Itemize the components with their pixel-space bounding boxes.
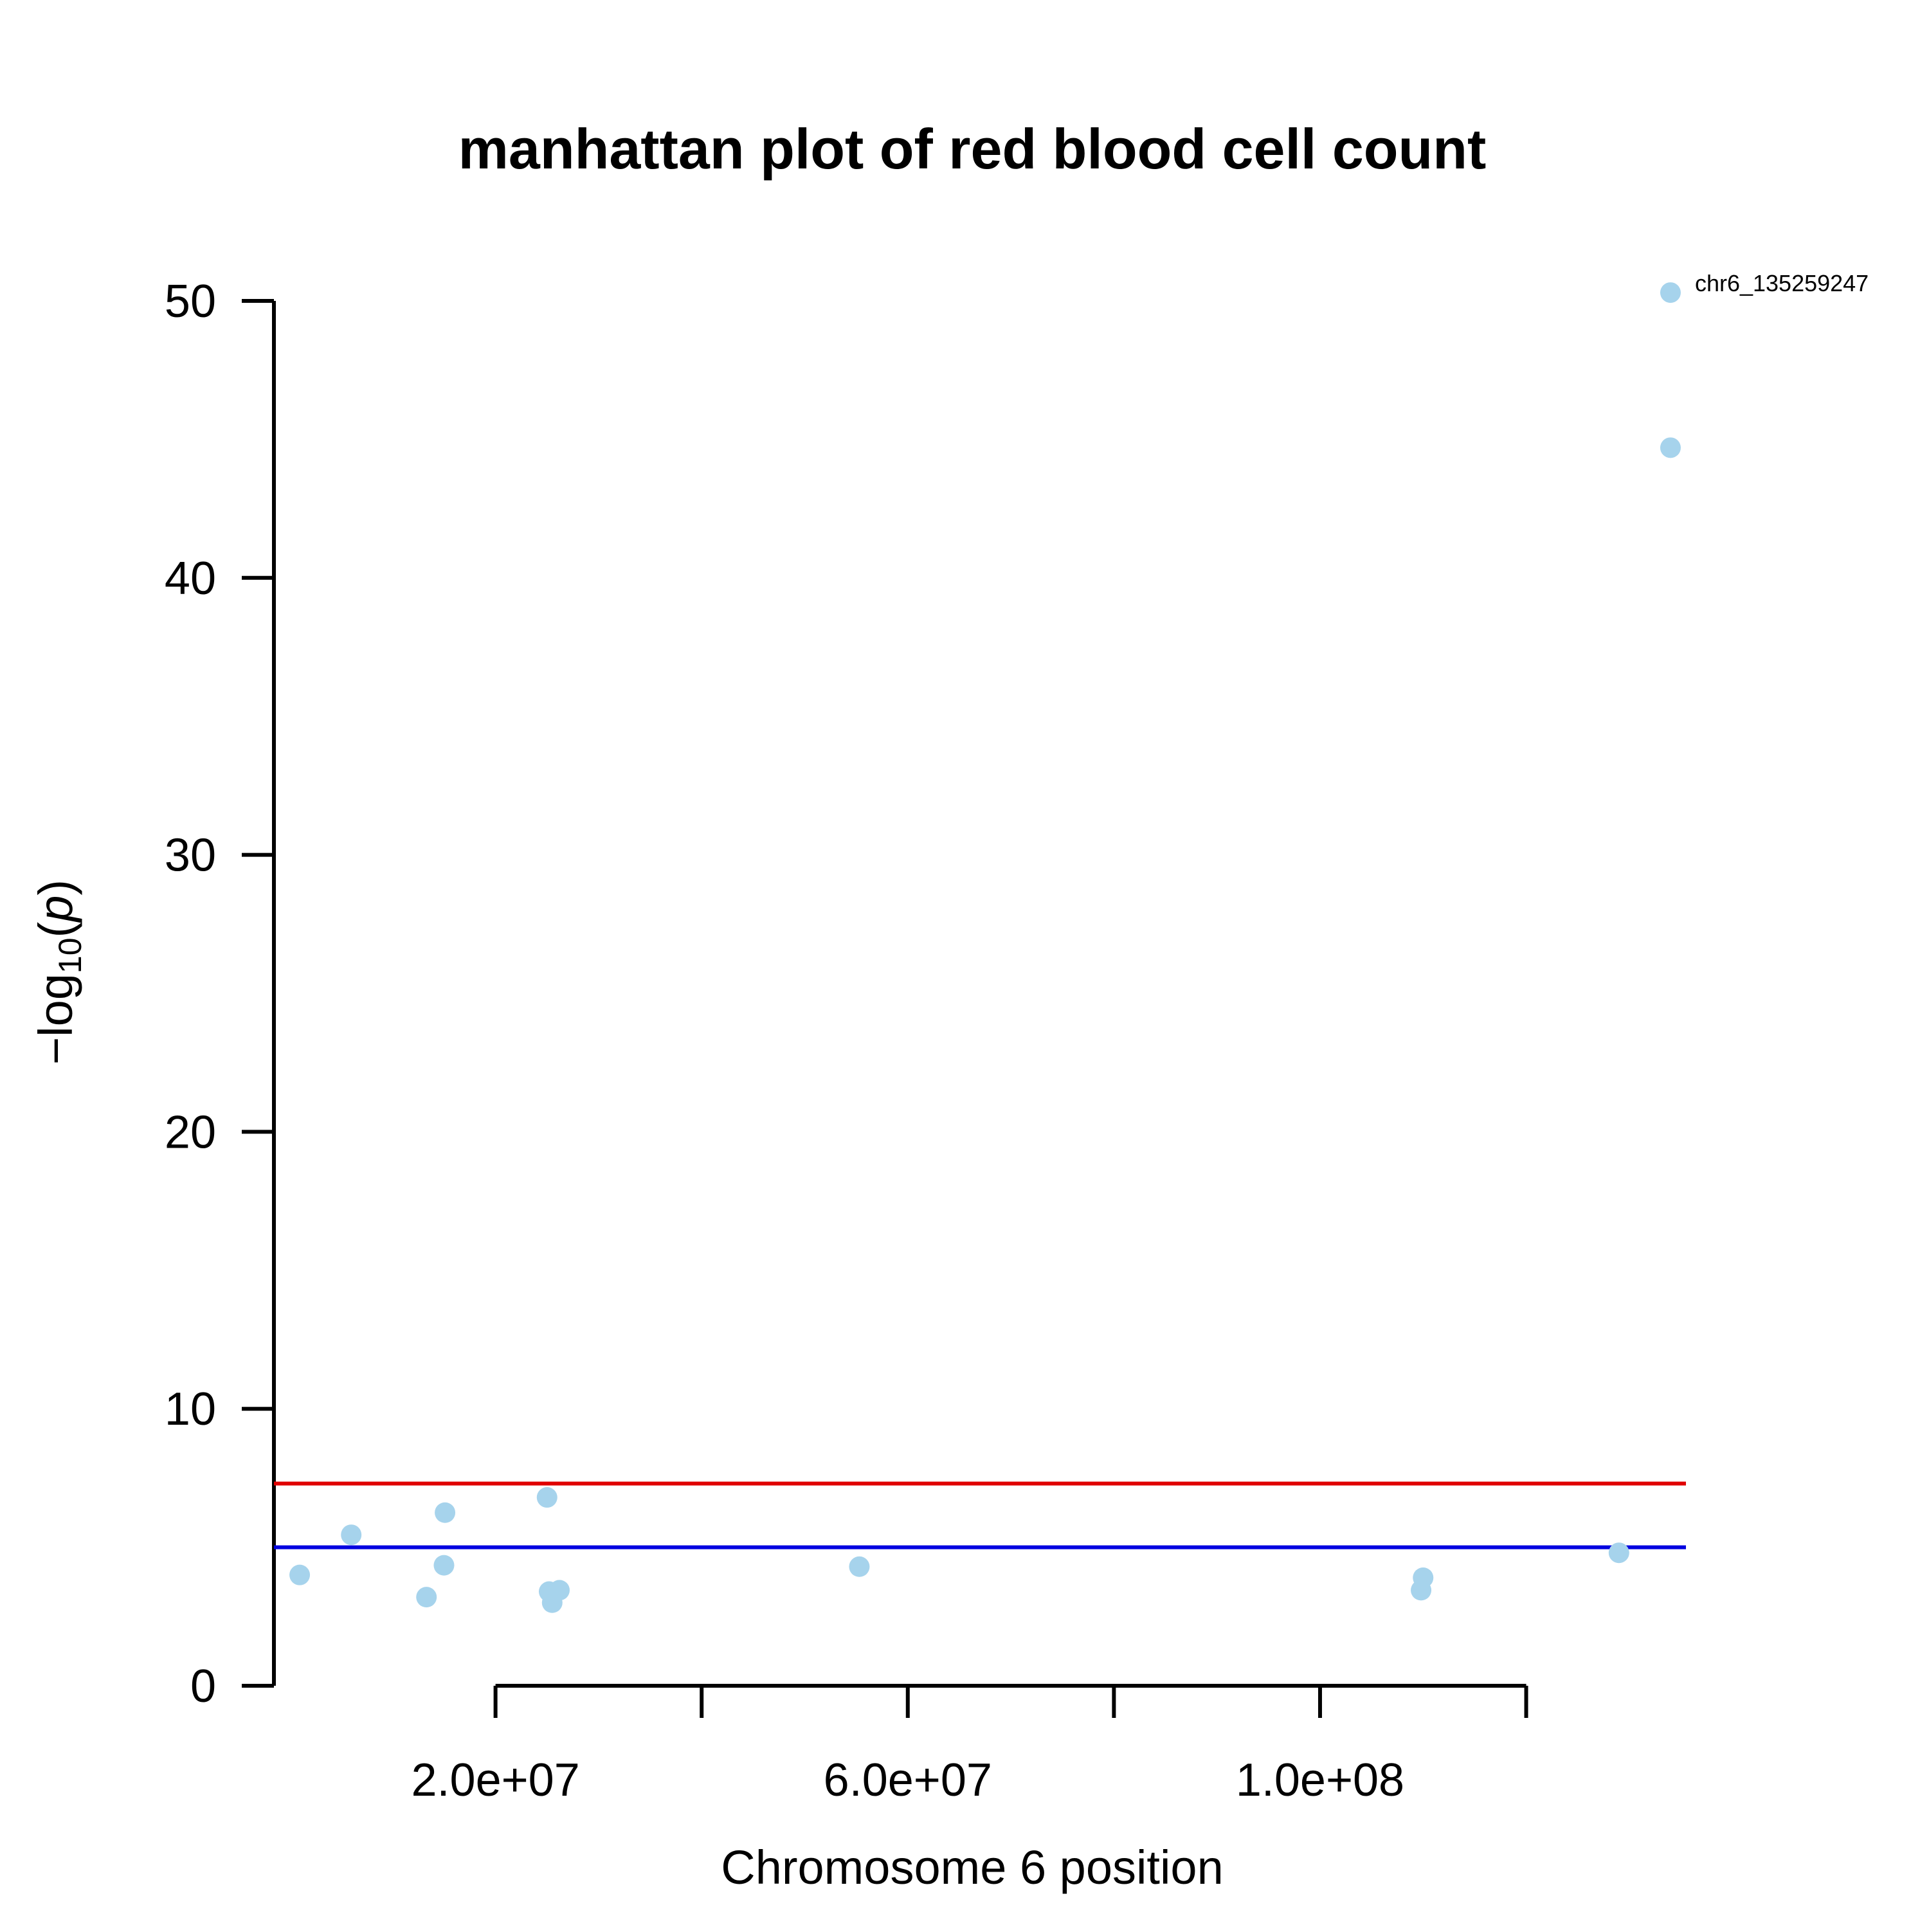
data-point-13 (1608, 1542, 1629, 1564)
point-label-15: chr6_135259247 (1695, 270, 1869, 296)
threshold-lines (274, 1481, 1686, 1549)
y-axis-label-variable: p (29, 896, 82, 923)
y-axis-label-close-paren: ) (29, 880, 82, 896)
point-annotations: chr6_135259247 (1695, 270, 1869, 296)
y-axis-label-subscript: 10 (52, 937, 88, 973)
data-point-4 (433, 1555, 455, 1576)
y-tick-label-50: 50 (165, 276, 216, 327)
y-tick-label-0: 0 (190, 1661, 216, 1712)
data-point-5 (435, 1502, 456, 1523)
data-point-2 (341, 1524, 362, 1546)
data-point-9 (549, 1580, 570, 1601)
data-point-12 (1411, 1580, 1432, 1601)
x-axis-label: Chromosome 6 position (721, 1841, 1223, 1894)
y-tick-label-20: 20 (165, 1106, 216, 1158)
y-axis: 0 10 20 30 40 50 (165, 276, 276, 1712)
data-point-3 (416, 1587, 437, 1608)
x-tick-label-6.0e+07: 6.0e+07 (824, 1755, 992, 1806)
data-point-14 (1660, 437, 1681, 458)
x-tick-label-1.0e+08: 1.0e+08 (1236, 1755, 1404, 1806)
y-tick-label-30: 30 (165, 830, 216, 881)
y-axis-label-prefix: −log (29, 973, 82, 1065)
y-axis-label-open-paren: ( (29, 921, 82, 937)
chart-title: manhattan plot of red blood cell count (458, 117, 1487, 181)
data-point-6 (536, 1487, 557, 1508)
y-tick-label-40: 40 (165, 553, 216, 604)
y-axis-label: −log10(p) (29, 880, 88, 1065)
x-tick-label-2.0e+07: 2.0e+07 (411, 1755, 579, 1806)
data-point-15 (1660, 282, 1681, 303)
data-points (289, 282, 1681, 1613)
data-point-10 (849, 1556, 870, 1577)
x-axis: 2.0e+07 6.0e+07 1.0e+08 (411, 1684, 1528, 1806)
y-tick-label-10: 10 (165, 1384, 216, 1435)
data-point-1 (289, 1564, 311, 1585)
